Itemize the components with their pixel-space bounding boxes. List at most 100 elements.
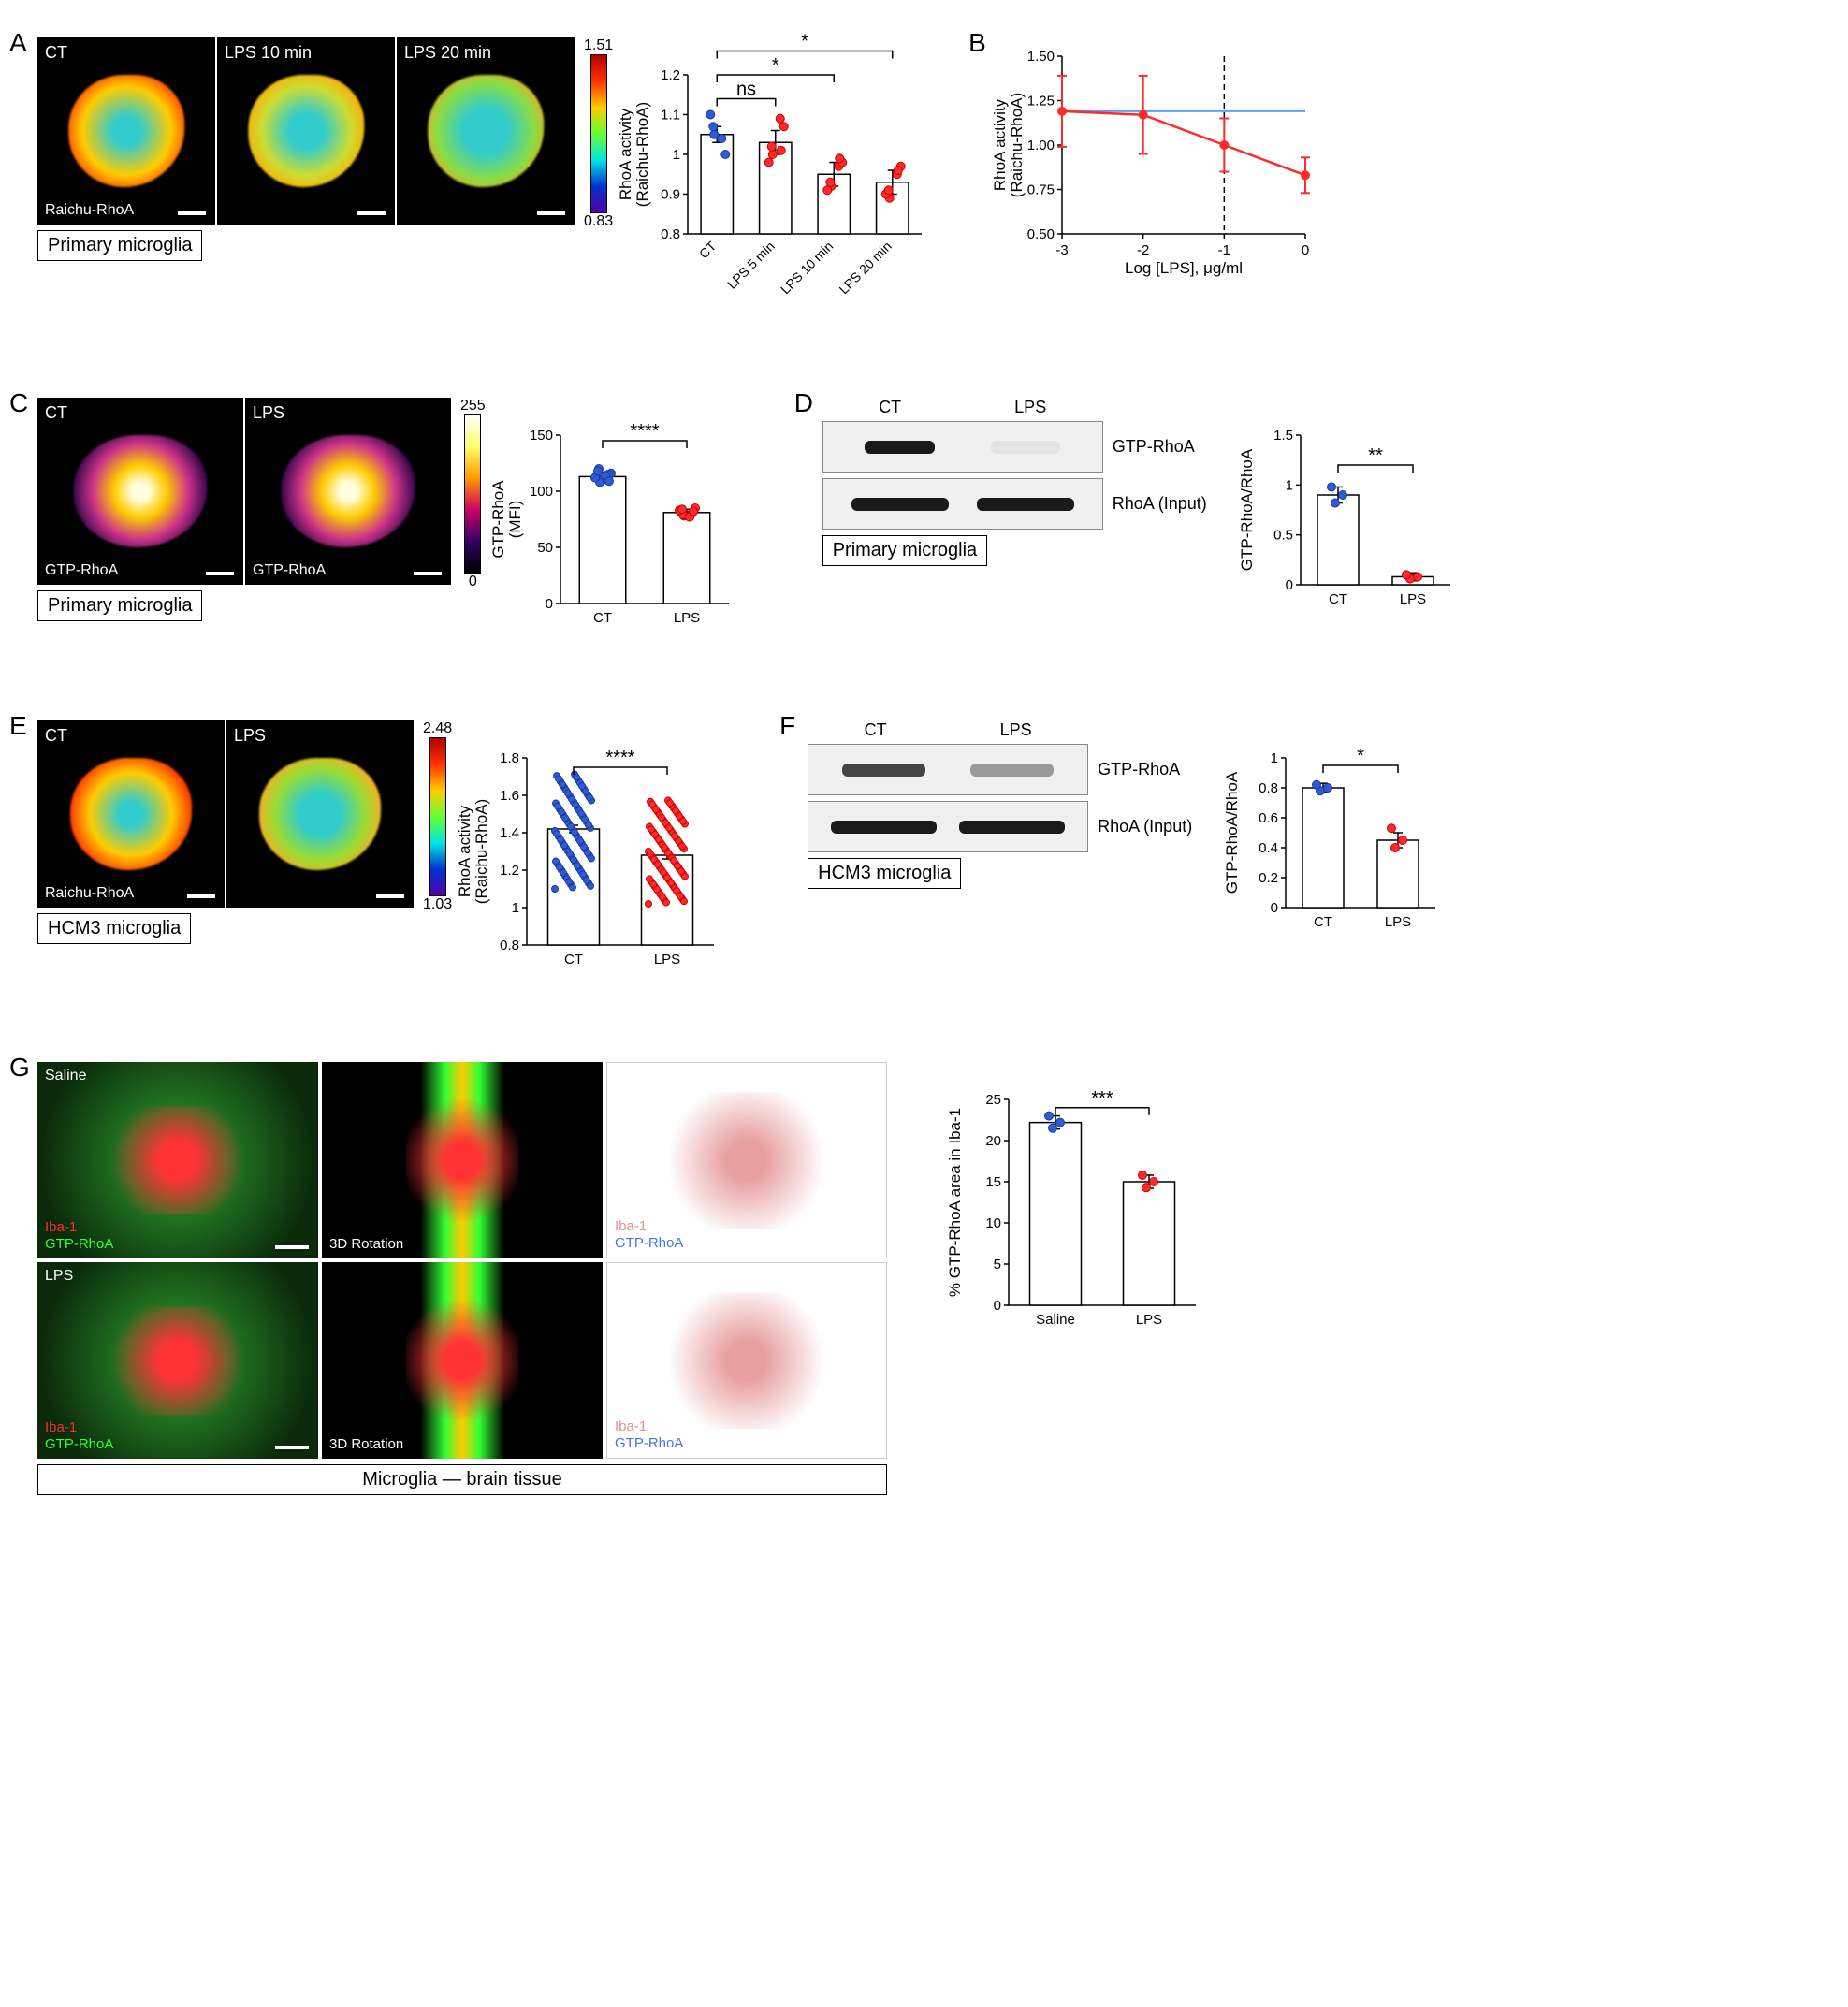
cbar-grad bbox=[590, 54, 607, 213]
blot-label: GTP-RhoA bbox=[1098, 760, 1180, 779]
cbar-top: 1.51 bbox=[584, 37, 613, 54]
svg-text:LPS 10 min: LPS 10 min bbox=[778, 239, 836, 297]
panel-b-chart: 0.500.751.001.251.50-3-2-10RhoA activity… bbox=[997, 37, 1315, 285]
blot-label: GTP-RhoA bbox=[1113, 437, 1195, 457]
svg-text:RhoA activity: RhoA activity bbox=[456, 805, 473, 897]
panel-e-images: CTRaichu-RhoALPS bbox=[37, 720, 414, 908]
svg-text:25: 25 bbox=[985, 1092, 1001, 1108]
svg-text:GTP-RhoA/RhoA: GTP-RhoA/RhoA bbox=[1238, 448, 1256, 571]
svg-text:1.8: 1.8 bbox=[500, 750, 519, 766]
g-cond-label: Saline bbox=[45, 1068, 86, 1084]
svg-text:1: 1 bbox=[1271, 750, 1278, 766]
svg-text:15: 15 bbox=[985, 1174, 1001, 1190]
svg-text:LPS: LPS bbox=[1136, 1312, 1162, 1328]
svg-text:0.75: 0.75 bbox=[1027, 182, 1055, 198]
micro-label-bl: Raichu-RhoA bbox=[45, 202, 134, 219]
scale-bar bbox=[187, 894, 215, 898]
cbar-grad bbox=[429, 737, 446, 896]
panel-c-label: C bbox=[9, 388, 28, 418]
svg-text:****: **** bbox=[630, 421, 659, 442]
micrograph: LPS 20 min bbox=[397, 37, 575, 225]
svg-text:150: 150 bbox=[530, 428, 553, 444]
panel-f-blots: CTLPS GTP-RhoARhoA (Input) HCM3 microgli… bbox=[808, 720, 1192, 889]
figure: A CTRaichu-RhoALPS 10 minLPS 20 min Prim… bbox=[37, 37, 1811, 1495]
micrograph: LPS bbox=[226, 720, 414, 908]
panel-e: E CTRaichu-RhoALPS HCM3 microglia 2.48 1… bbox=[37, 720, 723, 987]
svg-text:**: ** bbox=[1368, 445, 1383, 466]
svg-text:50: 50 bbox=[537, 540, 553, 556]
g-render-labels: Iba-1GTP-RhoA bbox=[615, 1218, 683, 1252]
micro-label-tl: LPS 20 min bbox=[404, 43, 491, 63]
panel-a-boxlabel: Primary microglia bbox=[37, 230, 202, 261]
svg-text:1: 1 bbox=[673, 147, 680, 163]
svg-text:LPS: LPS bbox=[1385, 914, 1411, 930]
cbar-bot: 0 bbox=[469, 574, 477, 590]
panel-g-chart: 0510152025% GTP-RhoA area in Iba-1Saline… bbox=[943, 1062, 1205, 1347]
svg-text:GTP-RhoA: GTP-RhoA bbox=[489, 480, 507, 559]
svg-text:-3: -3 bbox=[1055, 242, 1068, 258]
blot-head: CT bbox=[865, 720, 887, 740]
blot-head: LPS bbox=[1014, 398, 1046, 417]
svg-text:ns: ns bbox=[736, 80, 756, 100]
micrograph: LPSGTP-RhoA bbox=[245, 398, 451, 585]
panel-a: A CTRaichu-RhoALPS 10 minLPS 20 min Prim… bbox=[37, 37, 931, 323]
svg-text:5: 5 bbox=[994, 1257, 1001, 1273]
panel-e-label: E bbox=[9, 711, 27, 741]
svg-text:0.9: 0.9 bbox=[661, 187, 680, 203]
svg-text:CT: CT bbox=[1329, 591, 1347, 607]
svg-text:(Raichu-RhoA): (Raichu-RhoA) bbox=[473, 799, 490, 904]
blot-image bbox=[822, 478, 1103, 530]
g-render: Iba-1GTP-RhoA bbox=[606, 1262, 887, 1459]
svg-text:0.5: 0.5 bbox=[1273, 528, 1293, 544]
svg-text:1.5: 1.5 bbox=[1273, 428, 1293, 444]
micro-label-tl: LPS 10 min bbox=[225, 43, 312, 63]
blot-head: CT bbox=[879, 398, 901, 417]
g-render: Iba-1GTP-RhoA bbox=[606, 1062, 887, 1258]
svg-text:0: 0 bbox=[1285, 577, 1292, 593]
svg-text:0.4: 0.4 bbox=[1259, 840, 1278, 856]
svg-text:*: * bbox=[801, 32, 808, 52]
micro-label-tl: CT bbox=[45, 403, 67, 423]
panel-c-images: CT GTP-RhoA LPSGTP-RhoA bbox=[37, 398, 451, 585]
micrograph: CTRaichu-RhoA bbox=[37, 720, 225, 908]
svg-text:CT: CT bbox=[696, 238, 720, 261]
svg-text:-2: -2 bbox=[1137, 242, 1149, 258]
svg-text:*: * bbox=[772, 55, 779, 76]
scale-bar bbox=[178, 211, 206, 215]
blot-heads: CT LPS bbox=[822, 398, 1103, 417]
svg-text:Log [LPS], μg/ml: Log [LPS], μg/ml bbox=[1125, 259, 1243, 277]
blot-row: GTP-RhoA bbox=[822, 421, 1207, 473]
panel-e-chart: 0.811.21.41.61.8RhoA activity(Raichu-Rho… bbox=[461, 720, 723, 987]
svg-text:0.8: 0.8 bbox=[661, 226, 680, 242]
blot-head: LPS bbox=[1000, 720, 1032, 740]
svg-text:1.2: 1.2 bbox=[500, 863, 519, 879]
micro-label-bl: GTP-RhoA bbox=[45, 562, 118, 579]
svg-text:RhoA activity: RhoA activity bbox=[617, 108, 634, 200]
blot-label: RhoA (Input) bbox=[1113, 494, 1207, 514]
svg-text:-1: -1 bbox=[1218, 242, 1230, 258]
panel-f-label: F bbox=[779, 711, 795, 741]
svg-text:CT: CT bbox=[564, 952, 583, 967]
micrograph: CT GTP-RhoA bbox=[37, 398, 243, 585]
svg-text:(Raichu-RhoA): (Raichu-RhoA) bbox=[1008, 93, 1026, 197]
g-cond-label: LPS bbox=[45, 1268, 73, 1285]
panel-g-grid: Saline Iba-1GTP-RhoA 3D Rotation Iba-1GTP-R… bbox=[37, 1062, 887, 1459]
panel-g-boxlabel: Microglia — brain tissue bbox=[37, 1464, 887, 1495]
panel-a-chart: 0.80.911.11.2RhoA activity(Raichu-RhoA)C… bbox=[622, 37, 931, 323]
panel-f-boxlabel: HCM3 microglia bbox=[808, 858, 961, 889]
svg-text:0: 0 bbox=[1302, 242, 1309, 258]
svg-text:LPS: LPS bbox=[654, 952, 680, 967]
svg-text:1: 1 bbox=[1285, 477, 1292, 493]
svg-text:(MFI): (MFI) bbox=[506, 501, 524, 539]
panel-g: G SalineIba-1GTP-RhoA3D RotationIba-1GTP… bbox=[37, 1062, 1205, 1495]
micrograph: CTRaichu-RhoA bbox=[37, 37, 215, 225]
svg-text:LPS 5 min: LPS 5 min bbox=[724, 239, 778, 292]
svg-text:CT: CT bbox=[593, 610, 612, 626]
svg-text:0.6: 0.6 bbox=[1259, 810, 1278, 826]
svg-text:1.00: 1.00 bbox=[1027, 138, 1055, 153]
svg-text:100: 100 bbox=[530, 484, 553, 500]
g-rot-label: 3D Rotation bbox=[329, 1436, 403, 1453]
svg-text:LPS: LPS bbox=[1400, 591, 1426, 607]
svg-text:0: 0 bbox=[994, 1298, 1001, 1314]
g-rot-label: 3D Rotation bbox=[329, 1236, 403, 1253]
